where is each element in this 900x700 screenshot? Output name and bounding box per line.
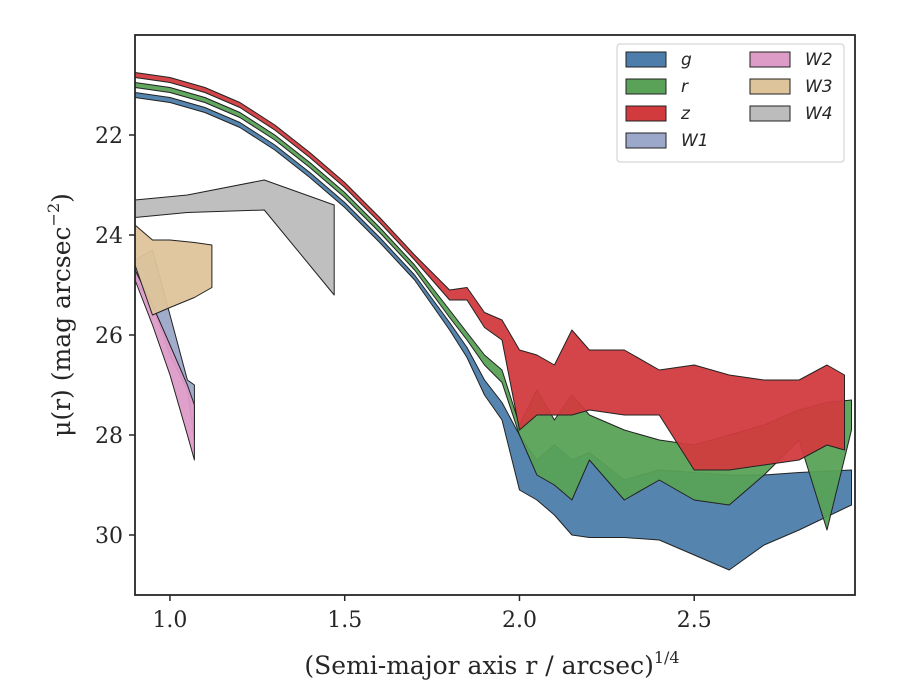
- y-tick-label: 28: [95, 424, 123, 449]
- legend-label-w4: W4: [805, 104, 833, 124]
- series-area-z: [134, 72, 845, 471]
- y-tick-label: 24: [95, 224, 123, 249]
- legend: grz W1 W2 W3 W4: [616, 43, 845, 163]
- y-tick-label: 22: [95, 124, 123, 149]
- legend-label-z: z: [680, 104, 691, 124]
- y-axis-ticks: 22 24 26 28 30: [95, 124, 135, 549]
- y-tick-label: 26: [95, 324, 123, 349]
- series-area-w3: [134, 224, 213, 316]
- plot-frame: [134, 34, 856, 596]
- legend-label-r: r: [681, 77, 689, 97]
- x-tick-label: 2.5: [677, 608, 712, 633]
- legend-swatch-w2: [749, 51, 791, 68]
- x-axis-label-main: (Semi-major axis r / arcsec): [304, 651, 653, 680]
- legend-label-g: g: [681, 50, 692, 70]
- series-area-w4: [134, 179, 335, 296]
- legend-label-w1: W1: [681, 131, 709, 151]
- legend-label-w3: W3: [805, 77, 833, 97]
- y-tick-label: 30: [95, 524, 123, 549]
- x-axis-ticks: 1.0 1.5 2.0 2.5: [152, 595, 712, 633]
- legend-swatch-w4: [749, 105, 791, 122]
- legend-swatch-w1: [625, 132, 667, 149]
- legend-swatch-w3: [749, 78, 791, 95]
- legend-swatch-z: [625, 105, 667, 122]
- y-axis-label: μ(r) (mag arcsec−2): [44, 193, 76, 437]
- series-area-g: [134, 92, 852, 571]
- x-tick-label: 1.5: [327, 608, 362, 633]
- legend-swatch-g: [625, 51, 667, 68]
- x-tick-label: 2.0: [502, 608, 537, 633]
- x-axis-label: (Semi-major axis r / arcsec)1/4: [304, 648, 679, 680]
- series-area-r: [134, 82, 852, 531]
- y-axis-label-main: μ(r) (mag arcsec: [47, 226, 76, 436]
- y-axis-label-exponent: −2: [44, 203, 63, 227]
- legend-box: [616, 43, 845, 163]
- x-axis-label-exponent: 1/4: [654, 648, 680, 667]
- y-axis-label-close: ): [47, 193, 76, 203]
- x-tick-label: 1.0: [152, 608, 187, 633]
- series-area-w2: [134, 269, 195, 461]
- legend-swatch-r: [625, 78, 667, 95]
- series-areas: [134, 72, 852, 571]
- legend-label-w2: W2: [805, 50, 833, 70]
